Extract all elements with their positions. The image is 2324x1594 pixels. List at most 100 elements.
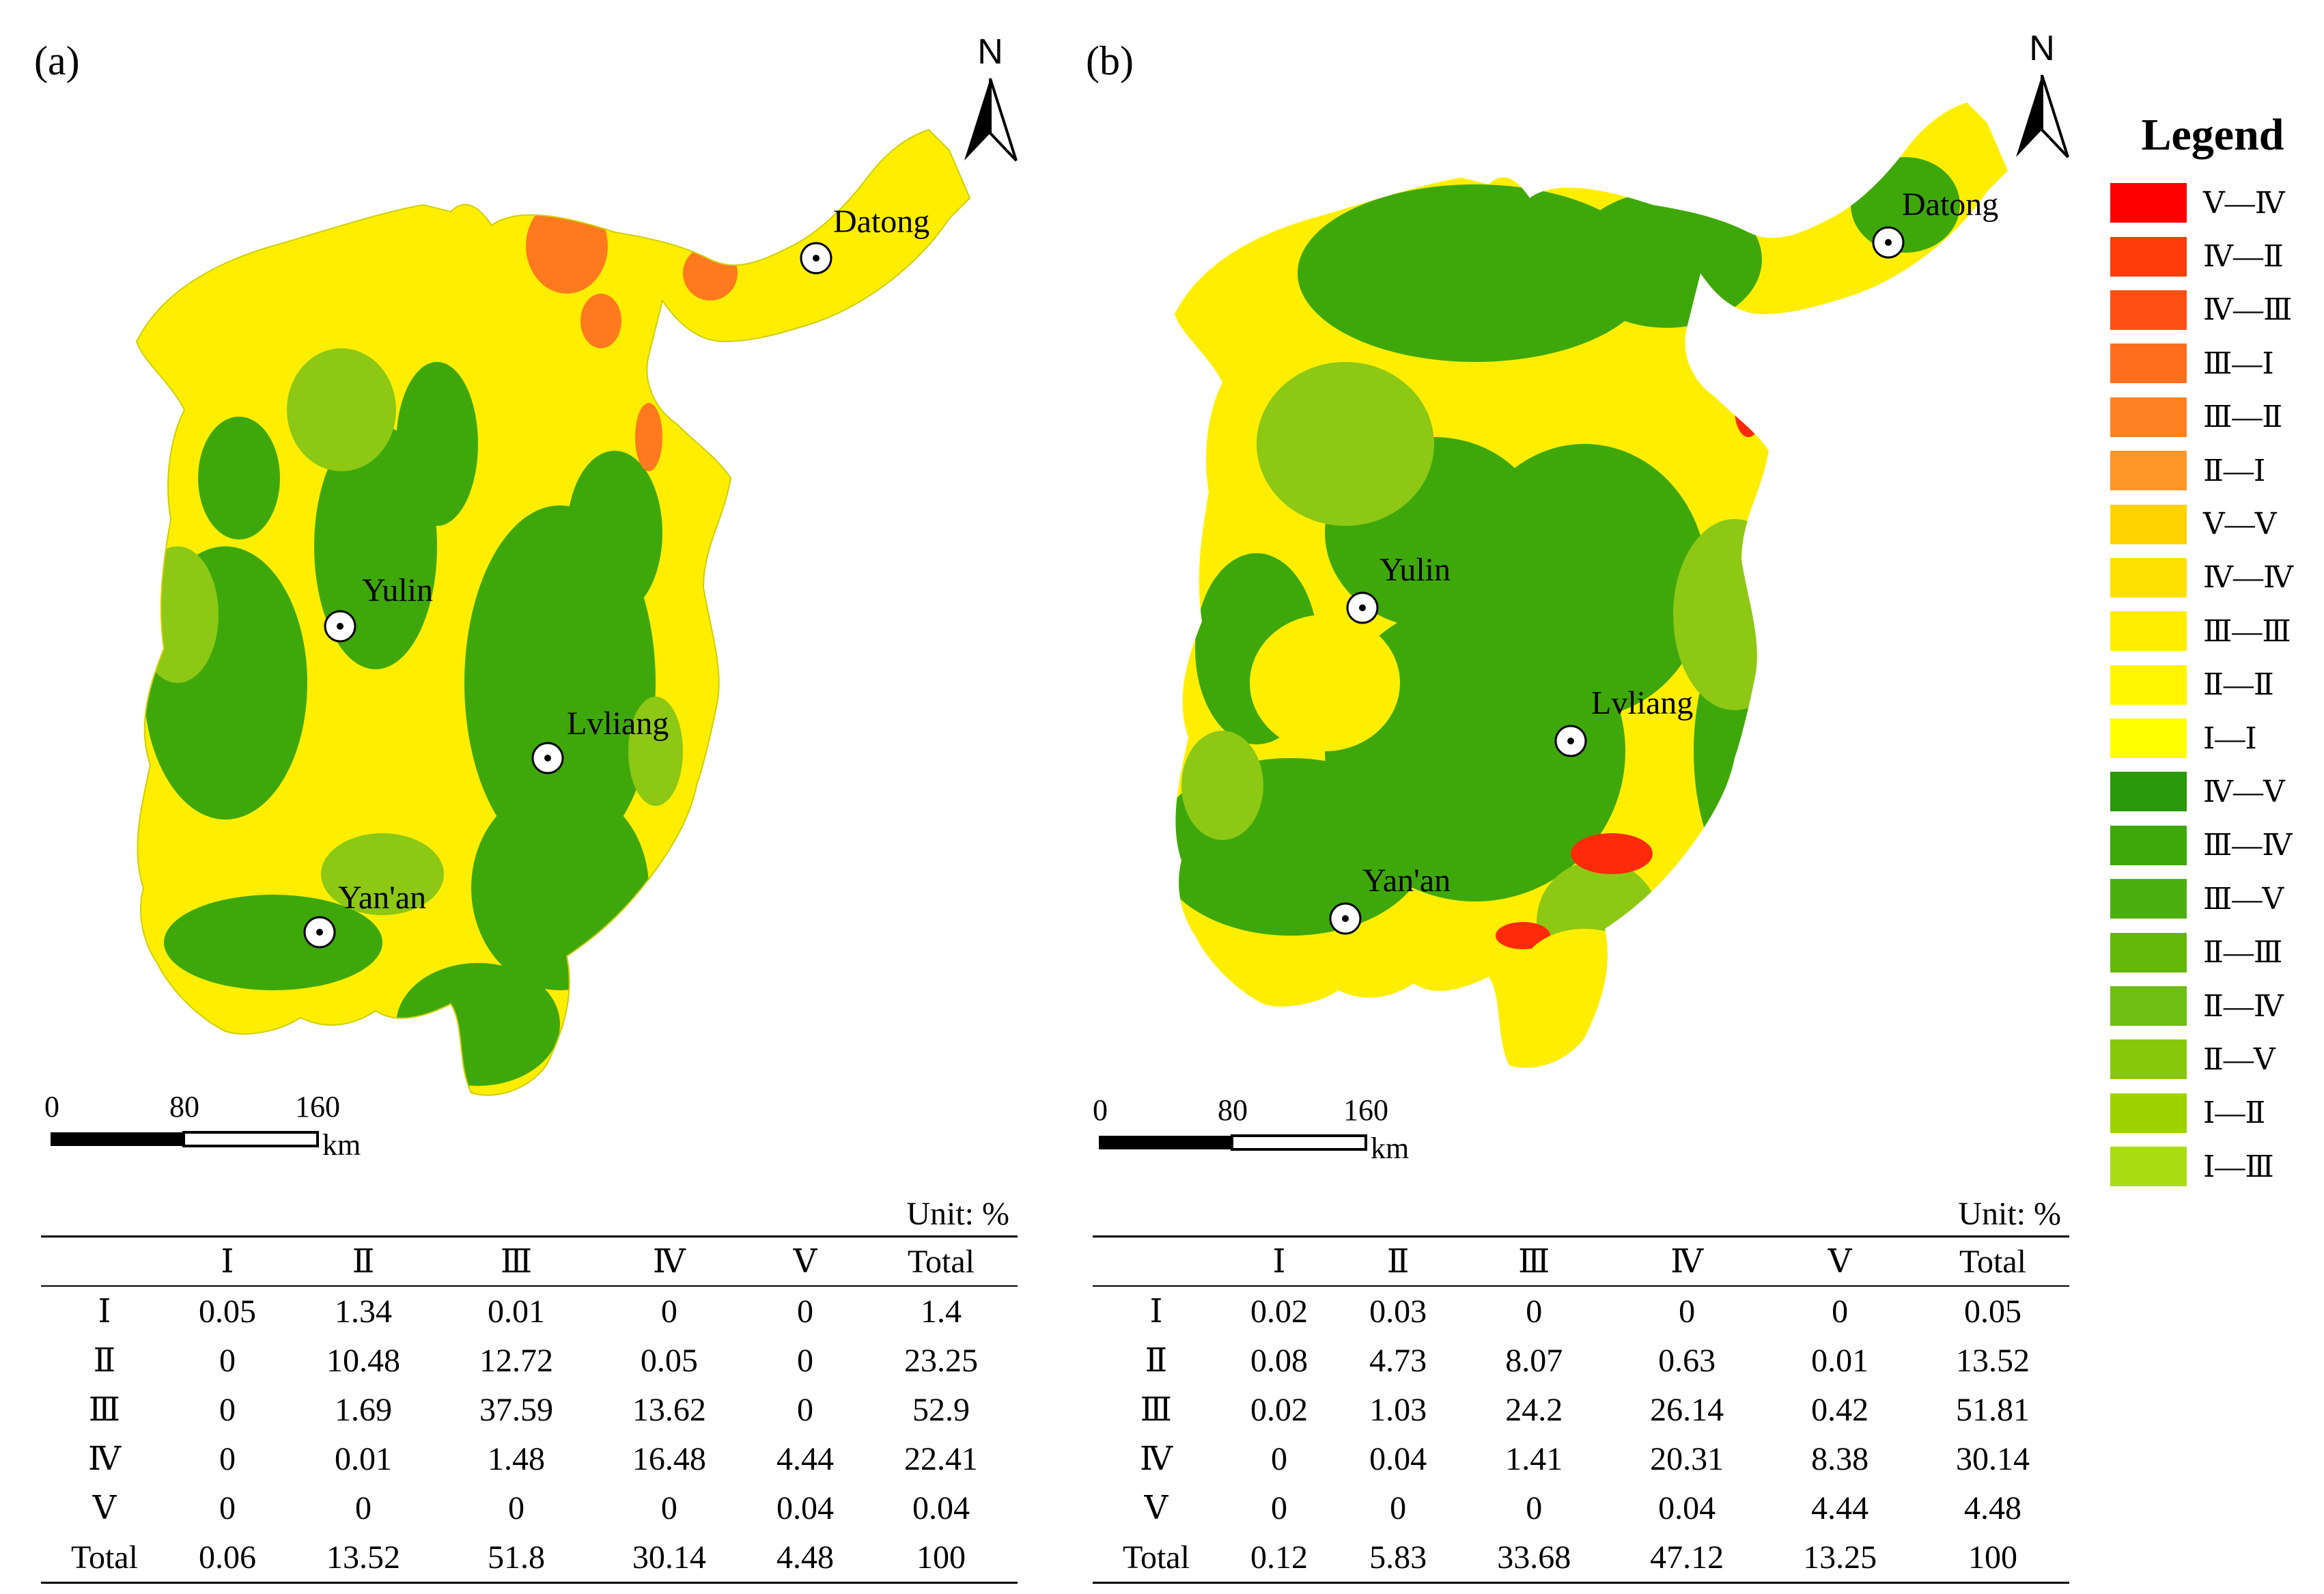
table-column-header <box>1093 1236 1220 1287</box>
legend-label: Ⅰ—Ⅲ <box>2203 1149 2274 1184</box>
legend-label: Ⅲ—Ⅰ <box>2203 346 2274 380</box>
legend-label: Ⅱ—Ⅰ <box>2203 453 2266 488</box>
map-region-patch <box>1298 184 1653 362</box>
table-cell: 0 <box>1832 1293 1849 1330</box>
map-region-patch <box>1496 922 1550 949</box>
svg-text:0: 0 <box>1093 1093 1108 1127</box>
legend-swatch <box>2110 183 2187 223</box>
table-cell: 13.52 <box>1956 1342 2030 1379</box>
table-cell: 0 <box>1270 1490 1287 1526</box>
legend-item: Ⅳ—Ⅳ <box>2110 551 2315 604</box>
legend-swatch <box>2110 397 2187 437</box>
table-column-header: Ⅲ <box>440 1236 593 1287</box>
table-cell: 0 <box>796 1391 813 1428</box>
table-cell: 4.44 <box>1811 1490 1869 1526</box>
table-cell: 12.72 <box>479 1342 553 1379</box>
north-arrow-icon: N <box>2016 29 2069 158</box>
svg-text:160: 160 <box>295 1090 340 1123</box>
table-row: Ⅲ 0 1.69 37.59 13.62 0 52.9 <box>41 1385 1018 1434</box>
legend-item: Ⅲ—Ⅳ <box>2110 819 2315 872</box>
legend-swatch <box>2110 611 2187 652</box>
north-arrow-icon: N <box>964 32 1018 162</box>
table-cell: 51.8 <box>440 1533 593 1584</box>
table-cell: 1.41 <box>1505 1440 1563 1477</box>
svg-text:km: km <box>322 1128 361 1162</box>
legend-swatch <box>2110 451 2187 491</box>
legend-swatch <box>2110 665 2187 705</box>
table-cell: 23.25 <box>904 1342 979 1379</box>
map-region-patch <box>396 963 560 1086</box>
legend-label: Ⅰ—Ⅱ <box>2203 1096 2266 1130</box>
legend-swatch <box>2110 557 2187 598</box>
table-cell: 0 <box>796 1342 813 1379</box>
map-region-patch <box>628 697 683 806</box>
table-cell: 0.03 <box>1369 1293 1427 1330</box>
map-region-patch <box>1257 362 1434 526</box>
svg-text:km: km <box>1371 1132 1409 1165</box>
table-cell: 30.14 <box>1956 1440 2030 1477</box>
table-cell: 0 <box>219 1440 236 1477</box>
legend-label: Ⅳ—Ⅱ <box>2203 240 2284 274</box>
legend-label: Ⅲ—Ⅴ <box>2203 882 2284 916</box>
table-column-header: Ⅱ <box>287 1236 440 1287</box>
table-column-header: Ⅴ <box>1763 1236 1917 1287</box>
table-row: Total 0.06 13.52 51.8 30.14 4.48 100 <box>41 1533 1018 1584</box>
table-cell: Total <box>41 1533 168 1584</box>
city-label: Yan'an <box>338 880 426 916</box>
legend-swatch <box>2110 344 2187 384</box>
legend-swatch <box>2110 986 2187 1026</box>
table-cell: 0 <box>1679 1293 1696 1330</box>
map-region-patch <box>567 451 662 615</box>
table-column-header: Ⅰ <box>167 1236 288 1287</box>
table-cell: 51.81 <box>1956 1391 2030 1428</box>
table-cell: 0.04 <box>776 1490 834 1526</box>
table-cell: 13.52 <box>287 1533 440 1584</box>
city-marker-dot <box>1567 738 1574 744</box>
legend-label: Ⅰ—Ⅰ <box>2203 721 2257 755</box>
table-cell: 0 <box>219 1342 236 1379</box>
table-row: Ⅱ 0 10.48 12.72 0.05 0 23.25 <box>41 1336 1018 1385</box>
table-column-header: Ⅴ <box>745 1236 865 1287</box>
table-cell: 100 <box>865 1533 1018 1584</box>
table-cell: Ⅳ <box>1139 1441 1173 1477</box>
legend-label: Ⅲ—Ⅳ <box>2203 828 2293 863</box>
legend-item: Ⅴ—Ⅳ <box>2110 176 2315 229</box>
table-cell: 0.12 <box>1219 1533 1339 1584</box>
panel-b-label: (b) <box>1086 38 1134 83</box>
table-cell: 0 <box>660 1490 677 1526</box>
map-region-patch <box>1523 929 1646 1011</box>
legend-item: Ⅱ—Ⅲ <box>2110 925 2315 979</box>
legend-swatch <box>2110 236 2187 277</box>
table-column-header: Ⅳ <box>592 1236 746 1287</box>
table-a: Unit: % Ⅰ Ⅱ Ⅲ Ⅳ Ⅴ Total Ⅰ 0.05 1.34 0.01 0 0 1.4 Ⅱ 0 10.… <box>41 1192 1018 1584</box>
legend-swatch <box>2110 1093 2187 1133</box>
map-region-patch <box>1250 615 1400 751</box>
table-cell: 20.31 <box>1650 1440 1724 1477</box>
legend-swatch <box>2110 504 2187 544</box>
table-row: Ⅲ 0.02 1.03 24.2 26.14 0.42 51.81 <box>1093 1385 2069 1434</box>
legend-label: Ⅳ—Ⅲ <box>2203 293 2293 327</box>
table-row: Ⅴ 0 0 0 0 0.04 0.04 <box>41 1483 1018 1533</box>
legend-swatch <box>2110 879 2187 919</box>
table-cell: 0.05 <box>640 1342 698 1379</box>
table-row: Total 0.12 5.83 33.68 47.12 13.25 100 <box>1093 1533 2069 1584</box>
table-column-header: Ⅳ <box>1610 1236 1764 1287</box>
table-cell: 0.02 <box>1250 1391 1308 1428</box>
legend-item: Ⅱ—Ⅴ <box>2110 1033 2315 1086</box>
map-region-patch <box>1735 382 1762 437</box>
scalebar-a: 0 80 160 km <box>41 1089 369 1164</box>
table-cell: 52.9 <box>912 1391 970 1428</box>
table-row: Ⅳ 0 0.04 1.41 20.31 8.38 30.14 <box>1093 1434 2069 1483</box>
map-b: N Datong Yulin Lvliang Yan'an <box>1175 29 2069 1068</box>
table-cell: 26.14 <box>1650 1391 1724 1428</box>
svg-text:160: 160 <box>1343 1093 1388 1127</box>
city-marker-dot <box>813 255 820 262</box>
city-label: Datong <box>833 204 929 240</box>
legend-label: Ⅱ—Ⅲ <box>2203 936 2283 970</box>
legend-item: Ⅲ—Ⅱ <box>2110 391 2315 444</box>
table-cell: 30.14 <box>592 1533 746 1584</box>
table-cell: Ⅰ <box>98 1294 111 1330</box>
table-cell: 0.04 <box>1658 1490 1716 1526</box>
scalebar-b: 0 80 160 km <box>1089 1093 1417 1168</box>
table-column-header: Total <box>1916 1236 2069 1287</box>
